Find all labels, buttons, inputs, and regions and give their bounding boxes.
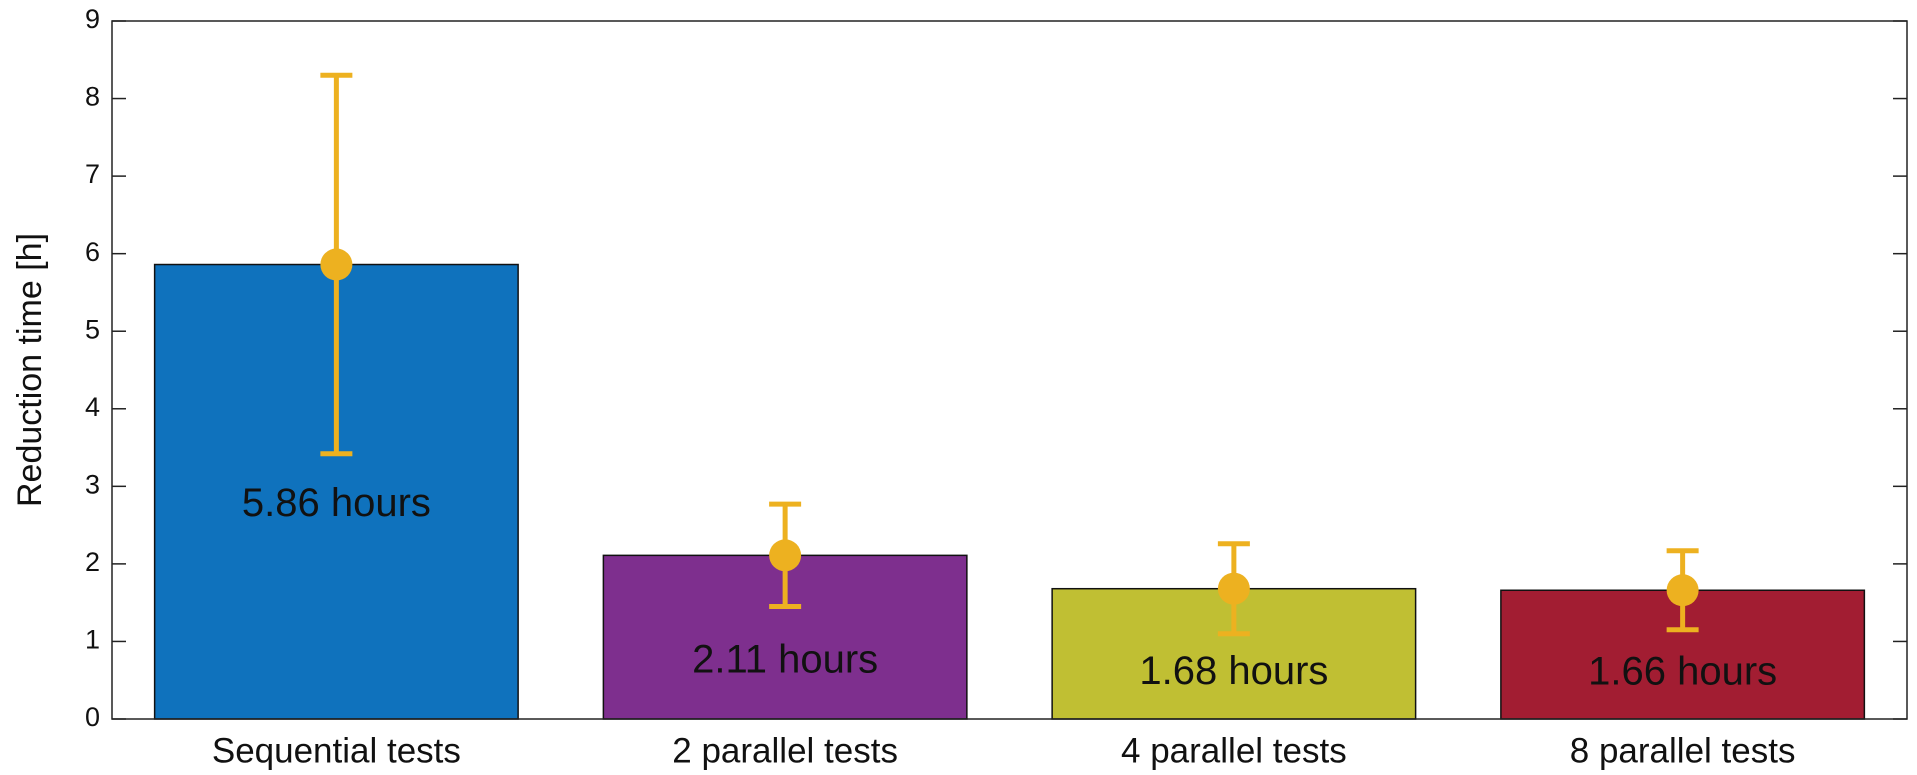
plot-frame: [111, 20, 1908, 720]
value-label: 2.11 hours: [692, 637, 878, 681]
mean-marker: [320, 248, 353, 281]
x-tick-label: 4 parallel tests: [1121, 731, 1347, 770]
value-label: 1.68 hours: [1139, 649, 1328, 693]
y-tick-label: 9: [85, 4, 100, 34]
y-tick-label: 6: [85, 237, 100, 267]
x-tick-label: 2 parallel tests: [672, 731, 898, 770]
y-tick-label: 2: [85, 547, 100, 577]
mean-marker: [1666, 574, 1699, 607]
x-tick-label: 8 parallel tests: [1570, 731, 1796, 770]
value-label: 1.66 hours: [1588, 650, 1777, 694]
value-label: 5.86 hours: [242, 481, 431, 525]
x-tick-label: Sequential tests: [212, 731, 461, 770]
y-tick-label: 4: [85, 392, 100, 422]
y-tick-label: 0: [85, 702, 100, 732]
y-tick-label: 5: [85, 314, 100, 344]
mean-marker: [1217, 572, 1250, 605]
y-axis-label: Reduction time [h]: [11, 233, 49, 507]
y-tick-label: 3: [85, 469, 100, 499]
mean-marker: [769, 539, 802, 572]
y-tick-label: 7: [85, 159, 100, 189]
y-tick-label: 1: [85, 625, 100, 655]
y-tick-label: 8: [85, 82, 100, 112]
